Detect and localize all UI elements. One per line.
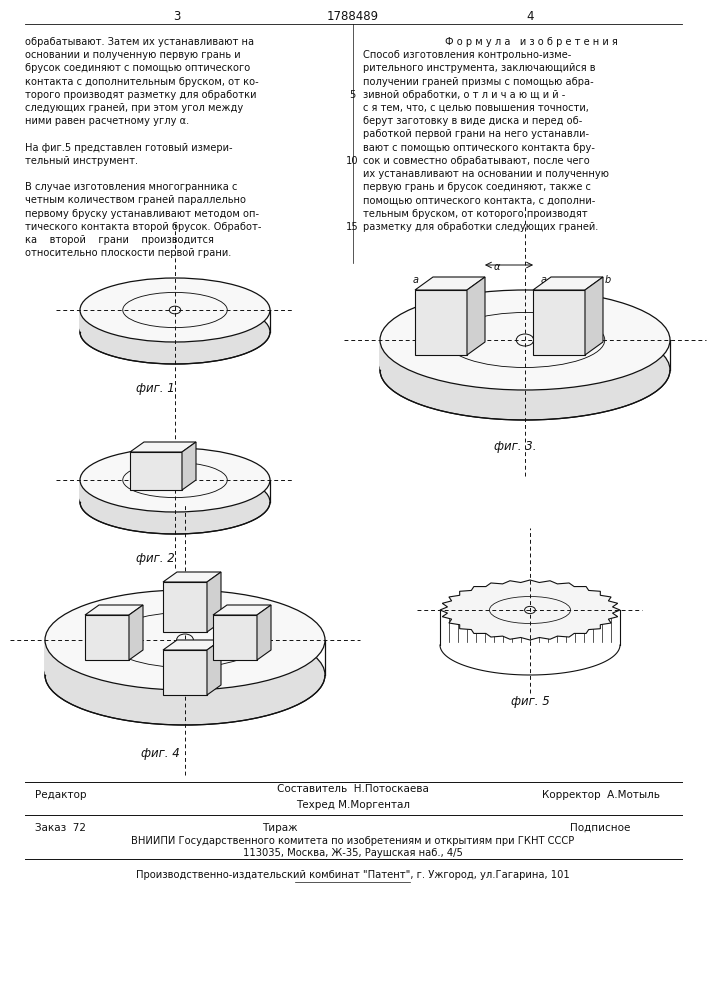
Text: относительно плоскости первой грани.: относительно плоскости первой грани. (25, 248, 231, 258)
Polygon shape (380, 290, 670, 390)
Polygon shape (440, 580, 620, 640)
Text: Способ изготовления контрольно-изме-: Способ изготовления контрольно-изме- (363, 50, 571, 60)
Text: Техред М.Моргентал: Техред М.Моргентал (296, 800, 410, 810)
Text: ВНИИПИ Государственного комитета по изобретениям и открытиям при ГКНТ СССР: ВНИИПИ Государственного комитета по изоб… (132, 836, 575, 846)
Text: Заказ  72: Заказ 72 (35, 823, 86, 833)
Text: следующих граней, при этом угол между: следующих граней, при этом угол между (25, 103, 243, 113)
Text: Тираж: Тираж (262, 823, 298, 833)
Text: рительного инструмента, заключающийся в: рительного инструмента, заключающийся в (363, 63, 595, 73)
Text: фиг. 5: фиг. 5 (510, 695, 549, 708)
Text: обрабатывают. Затем их устанавливают на: обрабатывают. Затем их устанавливают на (25, 37, 254, 47)
Polygon shape (415, 290, 467, 355)
Polygon shape (85, 605, 143, 615)
Text: помощью оптического контакта, с дополни-: помощью оптического контакта, с дополни- (363, 195, 595, 205)
Text: первому бруску устанавливают методом оп-: первому бруску устанавливают методом оп- (25, 209, 259, 219)
Text: фиг. 3.: фиг. 3. (493, 440, 536, 453)
Text: b: b (605, 275, 612, 285)
Text: a: a (541, 275, 547, 285)
Text: основании и полученную первую грань и: основании и полученную первую грань и (25, 50, 240, 60)
Polygon shape (163, 650, 207, 695)
Polygon shape (585, 277, 603, 355)
Text: Составитель  Н.Потоскаева: Составитель Н.Потоскаева (277, 784, 429, 794)
Text: Редактор: Редактор (35, 790, 86, 800)
Text: 5: 5 (349, 90, 355, 100)
Text: получении граней призмы с помощью абра-: получении граней призмы с помощью абра- (363, 77, 594, 87)
Text: a: a (413, 275, 419, 285)
Text: 4: 4 (526, 10, 534, 23)
Text: Производственно-издательский комбинат "Патент", г. Ужгород, ул.Гагарина, 101: Производственно-издательский комбинат "П… (136, 870, 570, 880)
Text: тельный инструмент.: тельный инструмент. (25, 156, 138, 166)
Text: их устанавливают на основании и полученную: их устанавливают на основании и полученн… (363, 169, 609, 179)
Text: первую грань и брусок соединяют, также с: первую грань и брусок соединяют, также с (363, 182, 591, 192)
Polygon shape (533, 277, 603, 290)
Text: сок и совместно обрабатывают, после чего: сок и совместно обрабатывают, после чего (363, 156, 590, 166)
Polygon shape (163, 572, 221, 582)
Text: Ф о р м у л а   и з о б р е т е н и я: Ф о р м у л а и з о б р е т е н и я (445, 37, 617, 47)
Polygon shape (467, 277, 485, 355)
Polygon shape (85, 615, 129, 660)
Text: работкой первой грани на него устанавли-: работкой первой грани на него устанавли- (363, 129, 589, 139)
Ellipse shape (80, 470, 270, 534)
Text: 1788489: 1788489 (327, 10, 379, 23)
Polygon shape (257, 605, 271, 660)
Text: зивной обработки, о т л и ч а ю щ и й -: зивной обработки, о т л и ч а ю щ и й - (363, 90, 566, 100)
Text: 1: 1 (438, 323, 445, 333)
Polygon shape (129, 605, 143, 660)
Text: ними равен расчетному углу α.: ними равен расчетному углу α. (25, 116, 189, 126)
Ellipse shape (45, 590, 325, 690)
Polygon shape (130, 452, 182, 490)
Text: ка    второй    грани    производится: ка второй грани производится (25, 235, 214, 245)
Ellipse shape (380, 290, 670, 390)
Ellipse shape (80, 278, 270, 342)
Polygon shape (207, 572, 221, 632)
Polygon shape (45, 590, 325, 690)
Polygon shape (130, 442, 196, 452)
Text: 15: 15 (346, 222, 358, 232)
Polygon shape (415, 277, 485, 290)
Polygon shape (207, 640, 221, 695)
Text: тического контакта второй брусок. Обработ-: тического контакта второй брусок. Обрабо… (25, 222, 262, 232)
Polygon shape (80, 448, 270, 512)
Text: 113035, Москва, Ж-35, Раушская наб., 4/5: 113035, Москва, Ж-35, Раушская наб., 4/5 (243, 848, 463, 858)
Text: 2: 2 (556, 323, 563, 333)
Text: В случае изготовления многогранника с: В случае изготовления многогранника с (25, 182, 238, 192)
Text: фиг. 1: фиг. 1 (136, 382, 175, 395)
Polygon shape (163, 640, 221, 650)
Text: берут заготовку в виде диска и перед об-: берут заготовку в виде диска и перед об- (363, 116, 583, 126)
Text: фиг. 2: фиг. 2 (136, 552, 175, 565)
Text: Подписное: Подписное (570, 823, 630, 833)
Polygon shape (213, 615, 257, 660)
Text: На фиг.5 представлен готовый измери-: На фиг.5 представлен готовый измери- (25, 143, 233, 153)
Text: с я тем, что, с целью повышения точности,: с я тем, что, с целью повышения точности… (363, 103, 589, 113)
Polygon shape (182, 442, 196, 490)
Text: фиг. 4: фиг. 4 (141, 747, 180, 760)
Polygon shape (80, 278, 270, 342)
Ellipse shape (45, 625, 325, 725)
Polygon shape (213, 605, 271, 615)
Text: тельным бруском, от которого производят: тельным бруском, от которого производят (363, 209, 588, 219)
Text: разметку для обработки следующих граней.: разметку для обработки следующих граней. (363, 222, 598, 232)
Polygon shape (533, 290, 585, 355)
Text: 3: 3 (173, 10, 181, 23)
Polygon shape (163, 582, 207, 632)
Text: контакта с дополнительным бруском, от ко-: контакта с дополнительным бруском, от ко… (25, 77, 259, 87)
Text: вают с помощью оптического контакта бру-: вают с помощью оптического контакта бру- (363, 143, 595, 153)
Ellipse shape (80, 300, 270, 364)
Text: четным количеством граней параллельно: четным количеством граней параллельно (25, 195, 246, 205)
Ellipse shape (380, 320, 670, 420)
Text: Корректор  А.Мотыль: Корректор А.Мотыль (542, 790, 660, 800)
Text: α: α (493, 262, 500, 272)
Text: 10: 10 (346, 156, 358, 166)
Ellipse shape (80, 448, 270, 512)
Text: брусок соединяют с помощью оптического: брусок соединяют с помощью оптического (25, 63, 250, 73)
Text: торого производят разметку для обработки: торого производят разметку для обработки (25, 90, 257, 100)
